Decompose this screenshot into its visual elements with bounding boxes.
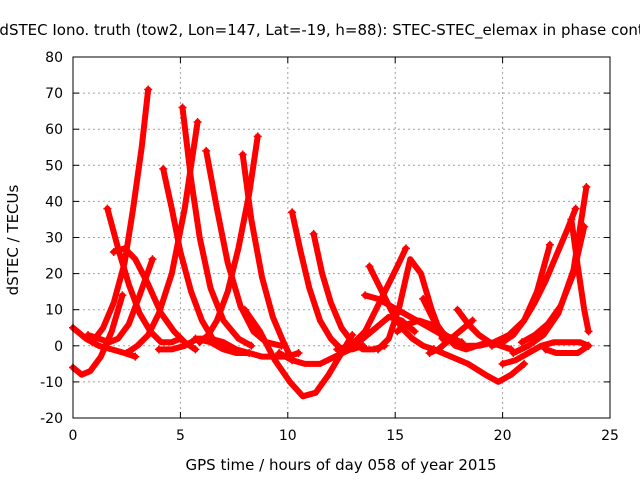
series-point-marker xyxy=(339,345,348,354)
series-line-12 xyxy=(196,133,261,346)
series-point-marker xyxy=(429,345,438,354)
series-point-marker xyxy=(425,349,434,358)
y-tick-label: 10 xyxy=(45,303,63,319)
series-point-marker xyxy=(419,294,428,303)
series-point-marker xyxy=(148,255,157,264)
x-tick-label: 25 xyxy=(601,428,619,444)
series-point-marker xyxy=(541,345,550,354)
series-line-4 xyxy=(104,205,184,346)
series-point-marker xyxy=(361,291,370,300)
series-point-marker xyxy=(571,204,580,213)
series-point-marker xyxy=(567,215,576,224)
x-axis-label: GPS time / hours of day 058 of year 2015 xyxy=(186,456,497,474)
series-point-marker xyxy=(253,132,262,141)
series-line-28 xyxy=(430,346,528,385)
series-line-15 xyxy=(241,306,356,400)
x-tick-label: 15 xyxy=(386,428,404,444)
tick-layer: 0 5 10 15 20 25 -20 -10 0 10 20 30 40 50 60 70 80 xyxy=(40,50,619,444)
grid-layer xyxy=(73,57,610,418)
series-point-marker xyxy=(191,334,200,343)
series-line-6 xyxy=(110,245,199,353)
series-line-27 xyxy=(454,306,515,353)
y-tick-label: 50 xyxy=(45,158,63,174)
series-point-marker xyxy=(159,164,168,173)
series-point-marker xyxy=(122,349,131,358)
y-tick-label: -10 xyxy=(40,375,63,391)
series-point-marker xyxy=(584,341,593,350)
series-point-marker xyxy=(520,359,529,368)
series-point-marker xyxy=(109,247,118,256)
x-tick-label: 20 xyxy=(494,428,512,444)
series-line-9 xyxy=(179,104,255,349)
series-line-3 xyxy=(85,256,156,346)
series-point-marker xyxy=(584,327,593,336)
series-point-marker xyxy=(88,338,97,347)
series-point-marker xyxy=(309,229,318,238)
series-point-marker xyxy=(401,244,410,253)
y-tick-label: 0 xyxy=(54,339,63,355)
x-tick-label: 5 xyxy=(176,428,185,444)
series-point-marker xyxy=(275,349,284,358)
series-line-17 xyxy=(310,230,388,353)
series-point-marker xyxy=(545,240,554,249)
series-point-marker xyxy=(453,305,462,314)
series-point-marker xyxy=(178,103,187,112)
series-line-7 xyxy=(123,119,201,356)
series-point-marker xyxy=(154,345,163,354)
y-tick-label: -20 xyxy=(40,411,63,427)
series-point-marker xyxy=(580,222,589,231)
series-point-marker xyxy=(131,352,140,361)
series-line-34 xyxy=(542,342,592,356)
y-tick-label: 40 xyxy=(45,194,63,210)
series-line-35 xyxy=(568,216,592,335)
series-point-marker xyxy=(517,338,526,347)
series-point-marker xyxy=(468,316,477,325)
y-tick-label: 70 xyxy=(45,86,63,102)
chart-title: dSTEC Iono. truth (tow2, Lon=147, Lat=-1… xyxy=(0,21,640,40)
y-tick-label: 60 xyxy=(45,122,63,138)
series-line-1 xyxy=(70,292,126,378)
series-line-30 xyxy=(488,205,579,349)
series-point-marker xyxy=(238,150,247,159)
series-point-marker xyxy=(487,341,496,350)
series-point-marker xyxy=(193,117,202,126)
series-point-marker xyxy=(358,341,367,350)
series-layer xyxy=(69,85,593,400)
series-line-18 xyxy=(276,342,366,367)
series-point-marker xyxy=(410,327,419,336)
series-point-marker xyxy=(247,341,256,350)
series-point-marker xyxy=(393,327,402,336)
series-point-marker xyxy=(191,345,200,354)
series-line-20 xyxy=(340,245,409,353)
y-tick-label: 30 xyxy=(45,231,63,247)
series-point-marker xyxy=(84,330,93,339)
series-line-32 xyxy=(499,339,592,367)
series-point-marker xyxy=(118,291,127,300)
series-point-marker xyxy=(582,182,591,191)
series-line-11 xyxy=(239,151,296,364)
series-point-marker xyxy=(202,146,211,155)
series-point-marker xyxy=(365,262,374,271)
series-line-16 xyxy=(289,209,366,353)
y-tick-label: 20 xyxy=(45,267,63,283)
x-tick-label: 0 xyxy=(69,428,78,444)
y-axis-label: dSTEC / TECUs xyxy=(4,184,22,295)
series-point-marker xyxy=(294,349,303,358)
series-point-marker xyxy=(144,85,153,94)
series-point-marker xyxy=(374,345,383,354)
y-tick-label: 80 xyxy=(45,50,63,66)
series-point-marker xyxy=(288,208,297,217)
series-point-marker xyxy=(103,204,112,213)
series-point-marker xyxy=(240,305,249,314)
x-tick-label: 10 xyxy=(279,428,297,444)
series-line-5 xyxy=(89,86,152,346)
series-point-marker xyxy=(509,349,518,358)
series-point-marker xyxy=(459,341,468,350)
series-point-marker xyxy=(498,359,507,368)
